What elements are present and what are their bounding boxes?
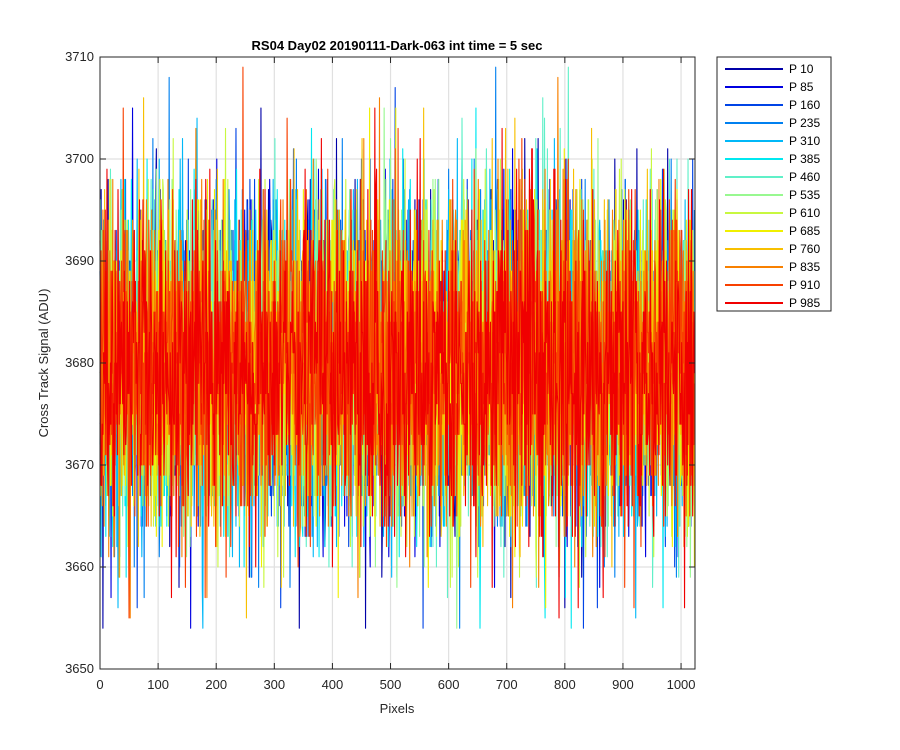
series-line-p-985 [99, 107, 695, 619]
legend-label: P 910 [789, 278, 820, 292]
legend-label: P 385 [789, 152, 820, 166]
legend-label: P 460 [789, 170, 820, 184]
x-tick-label: 0 [96, 677, 103, 692]
legend-box [716, 56, 832, 312]
y-tick-label: 3710 [65, 49, 94, 64]
y-tick-label: 3670 [65, 457, 94, 472]
legend-item: P 835 [725, 260, 820, 274]
x-tick-label: 100 [147, 677, 169, 692]
legend-item: P 235 [725, 116, 820, 130]
legend-label: P 685 [789, 224, 820, 238]
y-tick-label: 3700 [65, 151, 94, 166]
legend-item: P 85 [725, 80, 814, 94]
x-tick-label: 300 [263, 677, 285, 692]
y-tick-label: 3680 [65, 355, 94, 370]
legend-label: P 310 [789, 134, 820, 148]
legend-item: P 760 [725, 242, 820, 256]
x-axis-label: Pixels [380, 701, 415, 716]
legend-item: P 535 [725, 188, 820, 202]
legend-item: P 610 [725, 206, 820, 220]
x-tick-label: 500 [380, 677, 402, 692]
legend-label: P 235 [789, 116, 820, 130]
x-tick-label: 800 [554, 677, 576, 692]
plot-area: 0 100 200 300 400 500 600 700 800 900 1000 3650 3660… [65, 49, 695, 692]
legend-item: P 10 [725, 62, 814, 76]
y-axis-label: Cross Track Signal (ADU) [36, 289, 51, 438]
legend-item: P 160 [725, 98, 820, 112]
legend-items: P 10 P 85 P 160 P 235 P 310 P 385 P 460 P 535 P … [725, 62, 820, 310]
series-lines [99, 66, 695, 629]
legend-label: P 85 [789, 80, 814, 94]
x-tick-label: 1000 [667, 677, 696, 692]
x-tick-label: 700 [496, 677, 518, 692]
legend-label: P 835 [789, 260, 820, 274]
legend: P 10 P 85 P 160 P 235 P 310 P 385 P 460 P 535 P … [716, 56, 832, 312]
legend-item: P 310 [725, 134, 820, 148]
y-tick-label: 3660 [65, 559, 94, 574]
y-tick-label: 3690 [65, 253, 94, 268]
legend-label: P 535 [789, 188, 820, 202]
legend-label: P 760 [789, 242, 820, 256]
x-tick-label: 900 [612, 677, 634, 692]
legend-label: P 10 [789, 62, 814, 76]
legend-label: P 160 [789, 98, 820, 112]
chart-title: RS04 Day02 20190111-Dark-063 int time = … [252, 38, 543, 53]
legend-label: P 985 [789, 296, 820, 310]
x-tick-label: 400 [322, 677, 344, 692]
legend-item: P 910 [725, 278, 820, 292]
legend-item: P 985 [725, 296, 820, 310]
x-tick-label: 600 [438, 677, 460, 692]
axis-ticks: 0 100 200 300 400 500 600 700 800 900 1000 3650 3660… [65, 49, 695, 692]
y-tick-label: 3650 [65, 661, 94, 676]
legend-item: P 460 [725, 170, 820, 184]
legend-item: P 385 [725, 152, 820, 166]
x-tick-label: 200 [205, 677, 227, 692]
legend-label: P 610 [789, 206, 820, 220]
legend-item: P 685 [725, 224, 820, 238]
